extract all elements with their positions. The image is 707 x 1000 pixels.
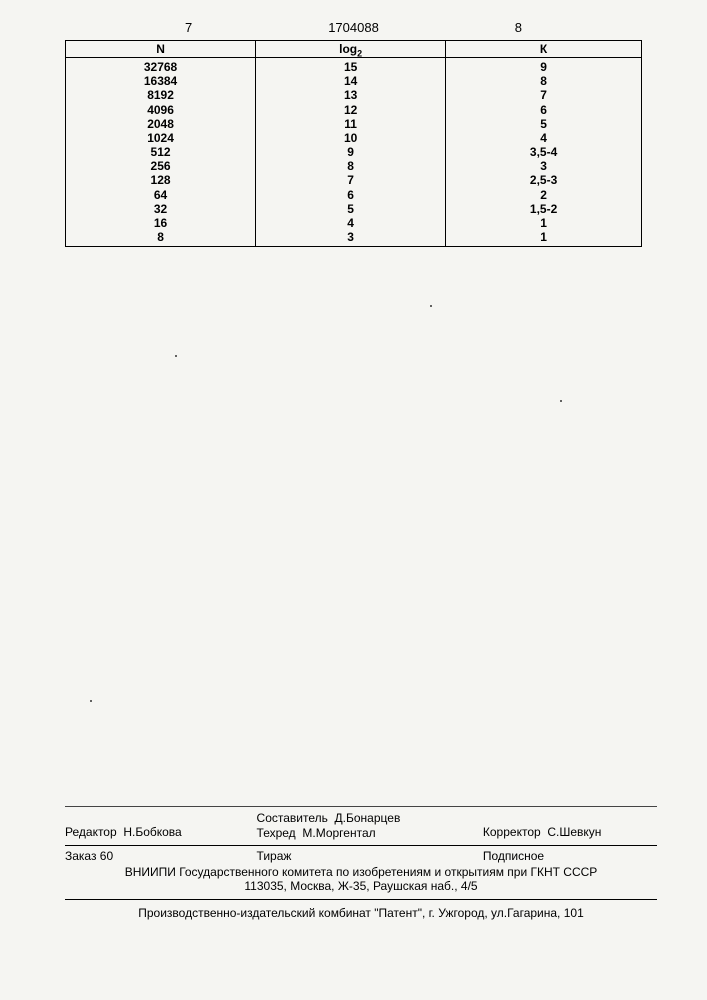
techred-label: Техред (257, 826, 296, 840)
compiler-label: Составитель (257, 811, 328, 825)
cell-n: 1024 (66, 131, 256, 145)
table-row: 12872,5-3 (66, 173, 642, 187)
table-row: 16384148 (66, 74, 642, 88)
table-row: 32768159 (66, 58, 642, 75)
cell-log: 10 (256, 131, 446, 145)
cell-log: 15 (256, 58, 446, 75)
footer-block: Редактор Н.Бобкова Составитель Д.Бонарце… (65, 806, 657, 920)
compiler-name: Д.Бонарцев (335, 811, 401, 825)
institute-line1: ВНИИПИ Государственного комитета по изоб… (65, 865, 657, 879)
cell-log: 8 (256, 159, 446, 173)
cell-log: 12 (256, 103, 446, 117)
cell-n: 64 (66, 188, 256, 202)
page-num-right: 8 (515, 20, 522, 35)
cell-n: 128 (66, 173, 256, 187)
cell-n: 32 (66, 202, 256, 216)
cell-k: 4 (446, 131, 642, 145)
document-number: 1704088 (328, 20, 379, 35)
cell-log: 4 (256, 216, 446, 230)
corrector-label: Корректор (483, 825, 541, 839)
table-row: 3251,5-2 (66, 202, 642, 216)
data-table: N log2 К 3276815916384148819213740961262… (65, 40, 642, 247)
cell-log: 5 (256, 202, 446, 216)
table-row: 8192137 (66, 88, 642, 102)
table-row: 6462 (66, 188, 642, 202)
table-row: 25683 (66, 159, 642, 173)
table-row: 831 (66, 230, 642, 247)
subscribed: Подписное (483, 849, 657, 863)
tirazh: Тираж (257, 849, 483, 863)
col-header-k: К (446, 41, 642, 58)
cell-n: 8192 (66, 88, 256, 102)
cell-k: 6 (446, 103, 642, 117)
institute-block: ВНИИПИ Государственного комитета по изоб… (65, 863, 657, 900)
institute-line2: 113035, Москва, Ж-35, Раушская наб., 4/5 (65, 879, 657, 893)
cell-k: 5 (446, 117, 642, 131)
table-row: 2048115 (66, 117, 642, 131)
cell-k: 2,5-3 (446, 173, 642, 187)
table-row: 1024104 (66, 131, 642, 145)
cell-log: 11 (256, 117, 446, 131)
cell-log: 13 (256, 88, 446, 102)
table-row: 1641 (66, 216, 642, 230)
cell-n: 256 (66, 159, 256, 173)
cell-n: 512 (66, 145, 256, 159)
editor-label: Редактор (65, 825, 117, 839)
cell-k: 3 (446, 159, 642, 173)
cell-n: 16384 (66, 74, 256, 88)
cell-log: 3 (256, 230, 446, 247)
cell-n: 2048 (66, 117, 256, 131)
order-row: Заказ 60 Тираж Подписное (65, 845, 657, 863)
cell-k: 1 (446, 216, 642, 230)
page-num-left: 7 (185, 20, 192, 35)
table-row: 51293,5-4 (66, 145, 642, 159)
cell-k: 9 (446, 58, 642, 75)
publisher-line: Производственно-издательский комбинат "П… (65, 900, 657, 920)
cell-n: 32768 (66, 58, 256, 75)
cell-n: 16 (66, 216, 256, 230)
order-number: Заказ 60 (65, 849, 257, 863)
cell-n: 4096 (66, 103, 256, 117)
techred-name: М.Моргентал (302, 826, 375, 840)
table-row: 4096126 (66, 103, 642, 117)
cell-log: 14 (256, 74, 446, 88)
page-header: 7 1704088 8 (65, 20, 642, 38)
cell-k: 1 (446, 230, 642, 247)
cell-log: 6 (256, 188, 446, 202)
cell-k: 2 (446, 188, 642, 202)
cell-k: 1,5-2 (446, 202, 642, 216)
editor-name: Н.Бобкова (123, 825, 181, 839)
cell-log: 9 (256, 145, 446, 159)
col-header-n: N (66, 41, 256, 58)
cell-k: 7 (446, 88, 642, 102)
credits-row: Редактор Н.Бобкова Составитель Д.Бонарце… (65, 806, 657, 845)
cell-k: 8 (446, 74, 642, 88)
cell-log: 7 (256, 173, 446, 187)
cell-k: 3,5-4 (446, 145, 642, 159)
col-header-log: log2 (256, 41, 446, 58)
corrector-name: С.Шевкун (547, 825, 601, 839)
cell-n: 8 (66, 230, 256, 247)
